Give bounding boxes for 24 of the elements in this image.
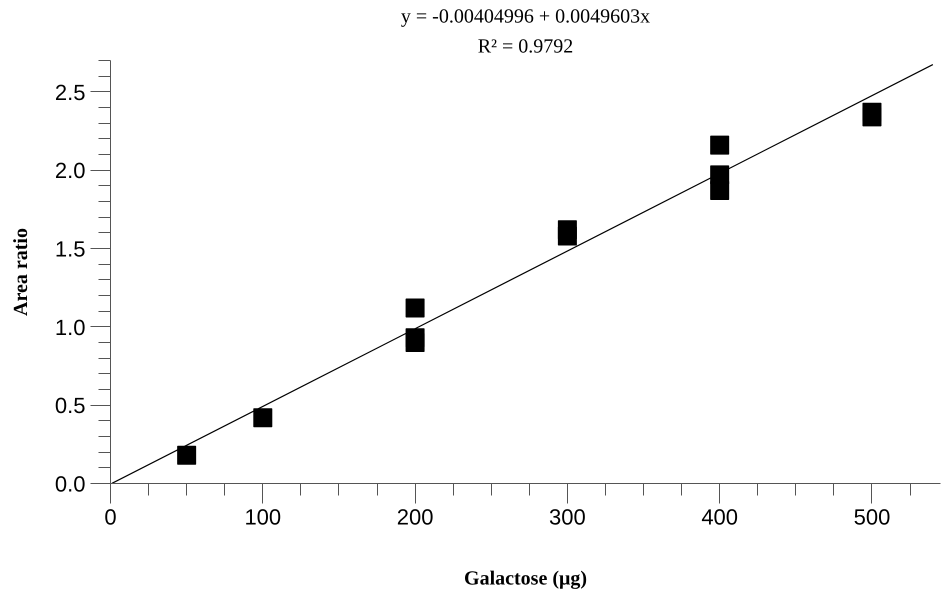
point [558, 220, 577, 240]
x-tick-label: 300 [549, 504, 586, 530]
x-tick-label: 500 [854, 504, 890, 530]
y-tick-label: 2.5 [54, 80, 86, 105]
x-tick-label: 0 [104, 504, 117, 530]
point [406, 333, 425, 352]
y-tick-label: 0.0 [54, 472, 86, 496]
text: R² = 0.9792 [478, 36, 574, 58]
x-axis-title: Galactose (μg) [464, 568, 587, 590]
y-tick-label: 1.0 [54, 314, 86, 340]
point [406, 298, 425, 318]
x-tick-label: 400 [701, 504, 738, 530]
y-tick-label: 2.0 [54, 158, 86, 184]
x-tick-label: 100 [244, 504, 282, 530]
y-axis-title: Area ratio [10, 228, 32, 316]
point [710, 181, 730, 200]
point [253, 408, 272, 428]
point [710, 136, 730, 155]
point [177, 446, 196, 465]
point [862, 102, 882, 122]
y-tick-label: 0.5 [54, 393, 86, 418]
text: y = -0.00404996 + 0.0049603x [400, 6, 650, 28]
x-tick-label: 200 [396, 504, 434, 530]
y-tick-label: 1.5 [54, 236, 86, 262]
